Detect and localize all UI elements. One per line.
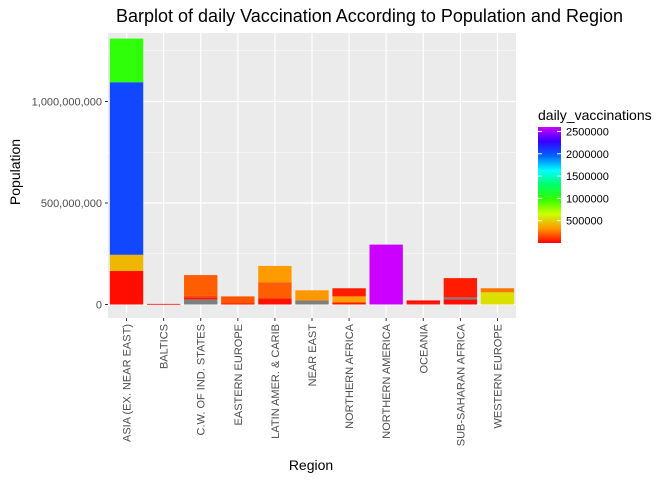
x-tick-label: NEAR EAST <box>307 324 319 387</box>
y-tick-label: 1,000,000,000 <box>32 97 102 109</box>
legend-label: 1500000 <box>566 171 609 183</box>
y-tick-label: 0 <box>96 300 102 312</box>
bar-segment <box>146 303 181 305</box>
bar-segment <box>443 278 478 298</box>
bar-segment <box>221 296 255 304</box>
x-tick-label: BALTICS <box>159 324 171 369</box>
x-tick-label: C.W. OF IND. STATES <box>196 324 208 435</box>
bars <box>109 38 515 305</box>
bar-segment <box>184 275 218 296</box>
bar-segment <box>332 288 366 297</box>
bar-segment <box>406 302 440 305</box>
bar-segment <box>109 82 144 255</box>
x-tick-label: OCEANIA <box>418 323 430 373</box>
legend-label: 500000 <box>566 216 603 228</box>
chart-title: Barplot of daily Vaccination According t… <box>116 6 623 26</box>
bar-segment <box>184 295 218 298</box>
legend-label: 2000000 <box>566 149 609 161</box>
bar-segment <box>184 299 218 305</box>
legend-label: 1000000 <box>566 193 609 205</box>
bar-segment <box>369 244 403 305</box>
legend-label: 2500000 <box>566 126 609 138</box>
bar-segment <box>221 303 255 305</box>
bar-segment <box>109 254 144 272</box>
bar-segment <box>480 288 515 293</box>
legend-title: daily_vaccinations <box>538 107 652 123</box>
legend-colorbar <box>538 127 561 243</box>
x-axis-title: Region <box>289 457 333 473</box>
x-tick-label: NORTHERN AFRICA <box>344 323 356 429</box>
y-tick-label: 500,000,000 <box>41 198 102 210</box>
bar-segment <box>109 271 144 305</box>
legend-ticks: 500000 1000000 1500000 2000000 2500000 <box>538 126 609 228</box>
y-axis-title: Population <box>7 139 23 205</box>
bar-segment <box>443 299 478 305</box>
legend: daily_vaccinations 500000 1000000 1500000 2… <box>538 107 652 243</box>
x-tick-label: NORTHERN AMERICA <box>381 323 393 438</box>
x-tick-label: EASTERN EUROPE <box>233 324 245 425</box>
x-tick-label: WESTERN EUROPE <box>492 324 504 429</box>
bar-segment <box>332 296 366 303</box>
bar-segment <box>443 297 478 300</box>
bar-segment <box>295 290 329 301</box>
bar-segment <box>332 302 366 305</box>
bar-segment <box>295 300 329 305</box>
bar-segment <box>480 292 515 305</box>
bar-segment <box>184 297 218 300</box>
bar-segment <box>258 298 292 305</box>
x-tick-label: SUB-SAHARAN AFRICA <box>455 323 467 446</box>
x-axis: ASIA (EX. NEAR EAST) BALTICS C.W. OF IND. … <box>122 318 504 446</box>
x-tick-label: ASIA (EX. NEAR EAST) <box>122 324 134 442</box>
bar-segment <box>406 300 440 303</box>
bar-segment <box>109 38 144 83</box>
bar-segment <box>258 282 292 299</box>
x-tick-label: LATIN AMER. & CARIB <box>270 324 282 439</box>
y-axis: 0 500,000,000 1,000,000,000 <box>32 97 108 312</box>
bar-segment <box>258 265 292 283</box>
